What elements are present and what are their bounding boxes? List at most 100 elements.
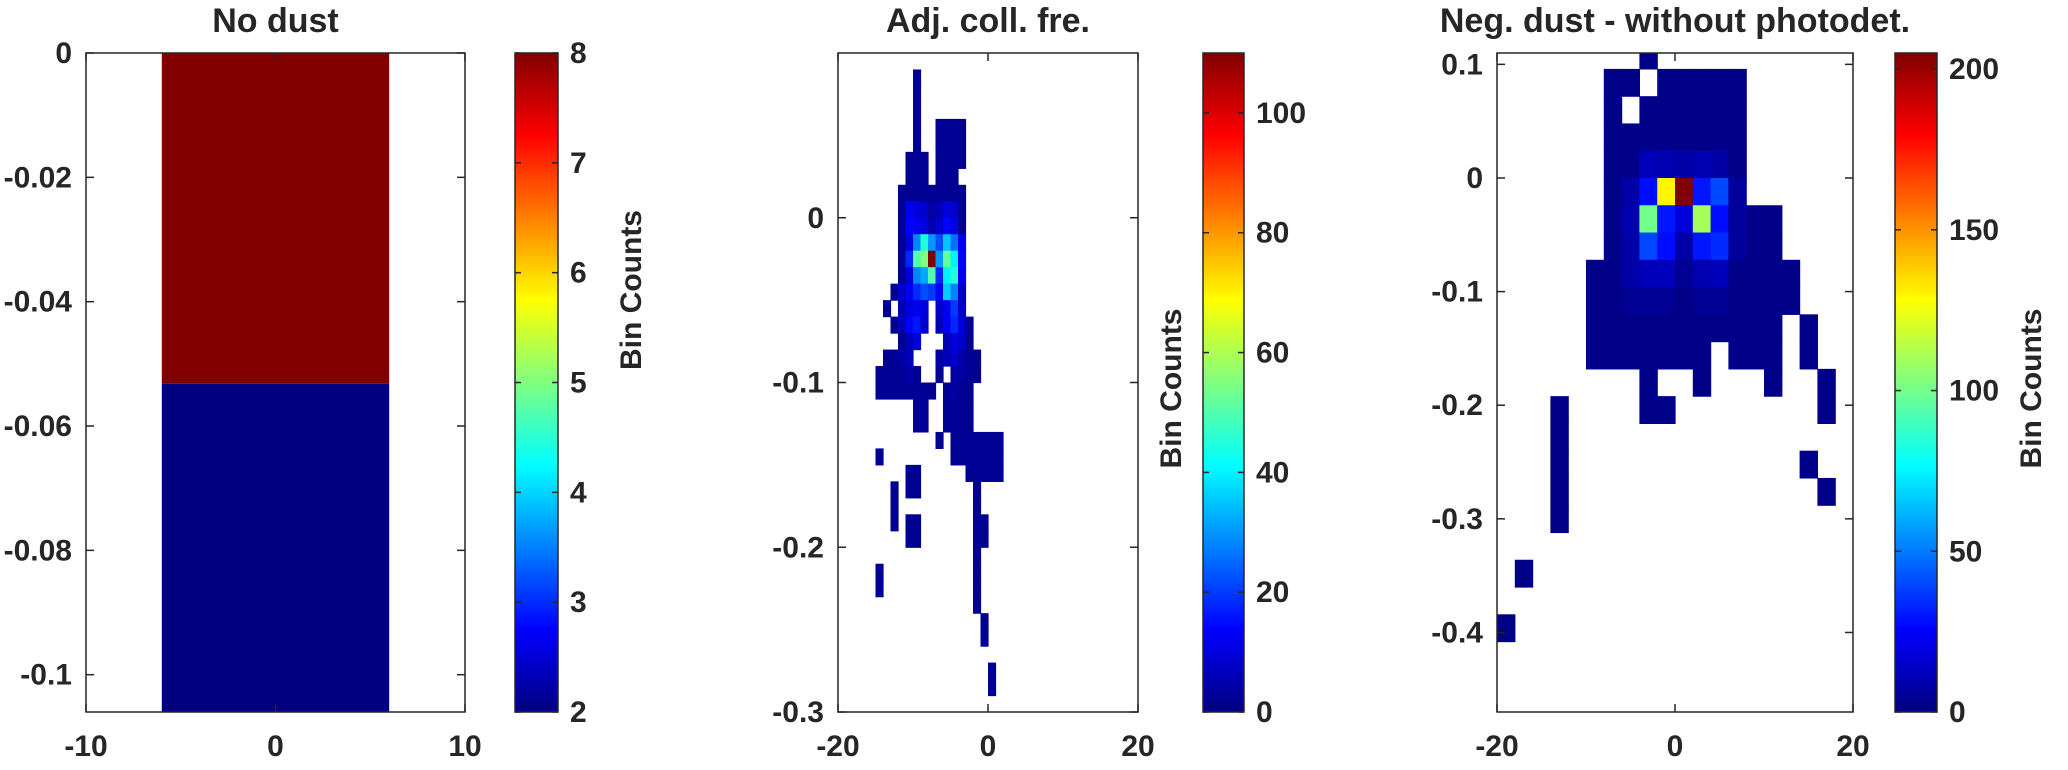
colorbar-tick-label: 2 <box>570 696 587 729</box>
heatmap-cell <box>1603 68 1623 97</box>
y-tick-label: -0.1 <box>1431 276 1483 309</box>
heatmap-cell <box>905 234 914 252</box>
heatmap-cell <box>958 349 967 367</box>
heatmap-cell <box>958 448 967 466</box>
heatmap-cell <box>943 168 952 186</box>
heatmap-cell <box>913 415 922 433</box>
heatmap-cell <box>898 217 907 235</box>
heatmap-cell <box>890 316 899 334</box>
heatmap-cell <box>898 250 907 268</box>
heatmap-cell <box>943 135 952 153</box>
heatmap-cell <box>913 201 922 219</box>
heatmap-cell <box>973 366 982 384</box>
heatmap-cell <box>905 151 914 169</box>
heatmap-cell <box>935 316 944 334</box>
heatmap-cell <box>1728 232 1747 261</box>
heatmap-cell <box>1621 287 1640 315</box>
heatmap-cell <box>1692 232 1712 261</box>
y-tick-label: -0.1 <box>772 367 824 400</box>
heatmap-cell <box>1603 150 1623 179</box>
x-tick-label: 0 <box>1667 730 1684 763</box>
heatmap-cell <box>905 333 914 351</box>
heatmap-cell <box>1728 341 1747 370</box>
heatmap-cell <box>958 184 967 202</box>
heatmap-cell <box>905 382 914 400</box>
heatmap-cell <box>943 151 952 169</box>
heatmap-cell <box>898 382 907 400</box>
heatmap-cell <box>973 431 982 449</box>
heatmap-cell <box>928 184 937 202</box>
heatmap-cell <box>913 267 922 285</box>
heatmap-cell <box>973 547 982 565</box>
y-tick-label: -0.08 <box>4 534 72 567</box>
heatmap-cell <box>935 184 944 202</box>
heatmap-cell <box>1764 232 1783 261</box>
heatmap-cell <box>1728 314 1747 343</box>
heatmap-cell <box>905 349 914 367</box>
heatmap-cell <box>1710 232 1729 261</box>
colorbar-tick-label: 7 <box>570 147 587 180</box>
heatmap-cell <box>875 563 884 581</box>
heatmap-cell <box>965 366 974 384</box>
heatmap-cell <box>905 184 914 202</box>
heatmap-cell <box>905 366 914 384</box>
colorbar-label: Bin Counts <box>1155 309 1188 469</box>
heatmap-cell <box>935 135 944 153</box>
heatmap-cell <box>973 497 982 515</box>
y-tick-label: 0.1 <box>1441 48 1483 81</box>
heatmap-cell <box>1692 68 1712 97</box>
heatmap-cell <box>1550 396 1569 425</box>
y-tick-label: -0.06 <box>4 410 72 443</box>
heatmap-cell <box>883 366 892 384</box>
heatmap-cell <box>913 250 922 268</box>
heatmap-cell <box>980 530 989 548</box>
heatmap-cell <box>935 250 944 268</box>
heatmap-cell <box>1639 368 1658 397</box>
heatmap-cell <box>943 234 952 252</box>
heatmap-cell <box>1621 259 1640 288</box>
heatmap-cell <box>913 102 922 120</box>
heatmap-cell <box>883 349 892 367</box>
y-tick-label: -0.3 <box>1431 503 1483 536</box>
heatmap-cell <box>920 300 929 318</box>
heatmap-cell <box>1621 314 1640 343</box>
heatmap-cell <box>1621 232 1640 261</box>
heatmap-cell <box>973 580 982 598</box>
heatmap-cell <box>913 464 922 482</box>
x-tick-label: 0 <box>267 730 284 763</box>
heatmap-cell <box>1657 68 1676 97</box>
colorbar <box>514 52 559 713</box>
heatmap-cell <box>950 250 959 268</box>
heatmap-cell <box>950 267 959 285</box>
colorbar-tick-label: 3 <box>570 586 587 619</box>
heatmap-cell <box>875 580 884 598</box>
heatmap-cell <box>943 415 952 433</box>
heatmap-cell <box>1639 287 1658 315</box>
heatmap-cell <box>958 135 967 153</box>
heatmap-cell <box>920 283 929 301</box>
heatmap-cell <box>898 300 907 318</box>
heatmap-cell <box>1728 123 1747 152</box>
heatmap-cell <box>1728 287 1747 315</box>
heatmap-cell <box>1728 259 1747 288</box>
heatmap-cell <box>943 283 952 301</box>
heatmap-cell <box>928 217 937 235</box>
heatmap-cell <box>913 316 922 334</box>
heatmap-cell <box>905 168 914 186</box>
heatmap-cell <box>883 300 892 318</box>
heatmap-cell <box>935 349 944 367</box>
colorbar-label: Bin Counts <box>2015 309 2048 469</box>
x-tick-label: 20 <box>1836 730 1869 763</box>
heatmap-cell <box>1603 314 1623 343</box>
heatmap-cell <box>898 267 907 285</box>
heatmap-cell <box>913 382 922 400</box>
colorbar-tick-label: 8 <box>570 37 587 70</box>
panel-no-dust: -10 0 10 0 -0.02 -0.04 -0.06 -0.08 -0.1 No dust 2 3… <box>4 2 648 763</box>
heatmap-cell <box>958 267 967 285</box>
heatmap-cell <box>913 398 922 417</box>
heatmap-cell <box>958 316 967 334</box>
heatmap-cell <box>898 283 907 301</box>
heatmap-cell <box>1746 314 1765 343</box>
heatmap-cell <box>1657 177 1676 206</box>
x-tick-label: -20 <box>816 730 859 763</box>
